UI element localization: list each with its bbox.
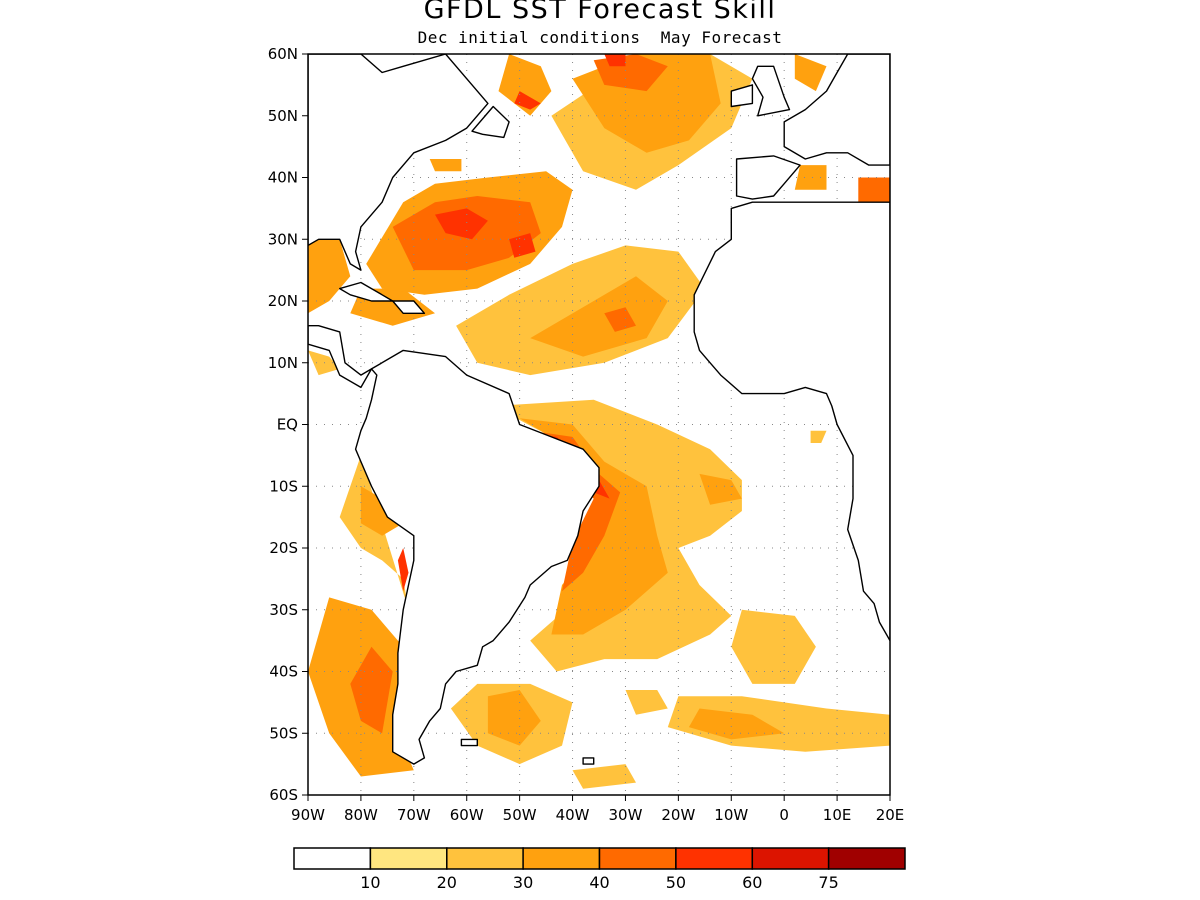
lat-tick-label: 50S <box>269 724 298 742</box>
skill-region <box>509 233 536 258</box>
lon-tick-label: 20E <box>876 806 905 824</box>
south-america-land <box>354 349 600 765</box>
longitude-axis: 90W 80W 70W 60W 50W 40W 30W 20W 10W 0 10E 20E <box>291 795 904 824</box>
lon-tick-label: 20W <box>661 806 695 824</box>
skill-region <box>572 764 636 789</box>
chart-subtitle: Dec initial conditions May Forecast <box>417 28 783 47</box>
colorbar: 10 20 30 40 50 60 75 <box>293 847 906 892</box>
skill-region <box>794 54 827 92</box>
lat-tick-label: 20N <box>268 292 298 310</box>
lat-tick-label: 20S <box>269 539 298 557</box>
skill-shading-layer <box>308 54 890 789</box>
ireland-land <box>730 84 754 108</box>
north-america-land <box>308 54 489 271</box>
lat-tick-label: 40S <box>269 663 298 681</box>
lat-tick-label: 10N <box>268 354 298 372</box>
skill-region <box>429 159 462 172</box>
skill-region <box>308 239 351 314</box>
lat-tick-label: 60N <box>268 45 298 63</box>
lon-tick-label: 40W <box>556 806 590 824</box>
colorbar-label: 10 <box>360 873 380 892</box>
coastlines <box>308 54 890 765</box>
lon-tick-label: 50W <box>503 806 537 824</box>
lon-tick-label: 10E <box>823 806 852 824</box>
skill-region <box>308 350 340 376</box>
lat-tick-label: 30N <box>268 230 298 248</box>
skill-region <box>339 455 409 610</box>
skill-region <box>731 609 816 684</box>
colorbar-swatch <box>369 847 448 870</box>
colorbar-swatch <box>598 847 677 870</box>
colorbar-label: 50 <box>666 873 686 892</box>
hispaniola-land <box>392 300 426 314</box>
skill-region <box>625 690 668 715</box>
lat-tick-label: 30S <box>269 601 298 619</box>
falklands-land <box>460 738 478 747</box>
colorbar-swatch <box>446 847 524 870</box>
skill-region <box>530 276 668 357</box>
colorbar-swatch <box>675 847 754 870</box>
skill-region <box>519 418 668 635</box>
newfoundland-land <box>471 105 510 139</box>
lon-tick-label: 10W <box>714 806 748 824</box>
skill-region <box>604 54 626 67</box>
colorbar-label: 75 <box>818 873 838 892</box>
lon-tick-label: 0 <box>779 806 789 824</box>
lon-tick-label: 80W <box>344 806 378 824</box>
skill-region <box>397 548 409 592</box>
lat-tick-label: 50N <box>268 107 298 125</box>
lon-tick-label: 30W <box>608 806 642 824</box>
skill-region <box>514 91 541 110</box>
skill-region <box>688 708 785 740</box>
lat-tick-label: 60S <box>269 786 298 804</box>
great-britain-land <box>751 65 791 117</box>
colorbar-label: 60 <box>742 873 762 892</box>
skill-region <box>498 54 552 116</box>
lon-tick-label: 90W <box>291 806 325 824</box>
skill-region <box>487 690 541 746</box>
colorbar-swatch <box>751 847 830 870</box>
lat-tick-label: 10S <box>269 477 298 495</box>
africa-land <box>693 201 890 642</box>
colorbar-swatch <box>827 847 906 870</box>
colorbar-label: 30 <box>513 873 533 892</box>
skill-region <box>810 430 827 443</box>
latitude-axis: 60N 50N 40N 30N 20N 10N EQ 10S 20S 30S 40S 50S 60S <box>268 45 308 804</box>
colorbar-swatch <box>293 847 372 870</box>
skill-region <box>435 208 488 240</box>
europe-land <box>783 54 890 166</box>
skill-region <box>360 486 404 536</box>
lon-tick-label: 60W <box>450 806 484 824</box>
skill-region <box>350 646 393 734</box>
iberia-land <box>735 155 801 200</box>
chart-title: GFDL SST Forecast Skill <box>423 0 777 25</box>
lat-tick-label: EQ <box>277 416 298 434</box>
skill-region <box>604 307 636 332</box>
skill-region <box>699 473 742 505</box>
south-georgia-land <box>582 757 595 765</box>
lat-tick-label: 40N <box>268 169 298 187</box>
colorbar-label: 20 <box>437 873 457 892</box>
lon-tick-label: 70W <box>397 806 431 824</box>
colorbar-swatch <box>522 847 601 870</box>
colorbar-label: 40 <box>589 873 609 892</box>
skill-region <box>794 165 827 190</box>
skill-region <box>667 696 890 752</box>
